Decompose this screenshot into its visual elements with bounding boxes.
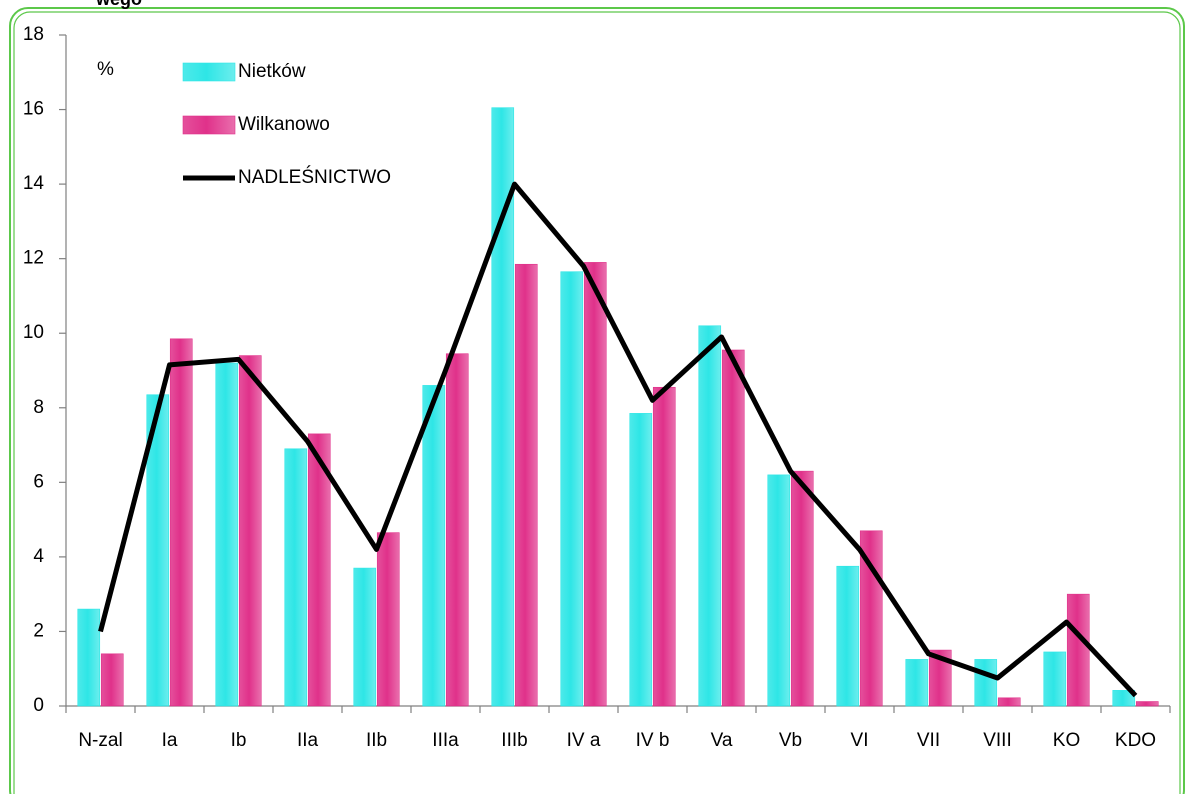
bar <box>146 394 170 707</box>
bar <box>100 653 124 707</box>
x-tick-label: IIb <box>366 730 387 751</box>
x-tick-label: Ia <box>162 730 178 751</box>
x-tick-label: Ib <box>231 730 247 751</box>
x-tick-label: KO <box>1053 730 1080 751</box>
frame-inner <box>13 11 1181 794</box>
legend-label: Wilkanowo <box>238 114 330 135</box>
bar <box>77 608 101 707</box>
y-tick-label: 2 <box>33 620 44 641</box>
bar <box>698 325 722 707</box>
bar <box>376 532 400 707</box>
legend-label: Nietków <box>238 61 306 82</box>
bar <box>652 386 676 707</box>
y-tick-label: 8 <box>33 397 44 418</box>
bar <box>353 567 377 707</box>
x-tick-label: VII <box>917 730 940 751</box>
frame <box>9 7 1185 794</box>
bar <box>422 385 446 707</box>
bar <box>1066 593 1090 707</box>
y-tick-label: 6 <box>33 471 44 492</box>
bar <box>928 649 952 707</box>
bar <box>560 271 584 707</box>
x-tick-label: IIIb <box>501 730 527 751</box>
x-tick-label: IIIa <box>432 730 459 751</box>
bar <box>997 697 1021 707</box>
bar <box>767 474 791 707</box>
x-tick-label: N-zal <box>78 730 122 751</box>
x-tick-label: IV a <box>567 730 601 751</box>
x-tick-label: Va <box>711 730 733 751</box>
y-tick-label: 10 <box>23 322 44 343</box>
x-tick-label: Vb <box>779 730 802 751</box>
y-tick-label: 0 <box>33 695 44 716</box>
bar <box>307 433 331 707</box>
bar <box>215 362 239 707</box>
bar <box>721 349 745 707</box>
y-tick-label: 12 <box>23 248 44 269</box>
x-tick-label: KDO <box>1115 730 1156 751</box>
bar <box>905 659 929 707</box>
x-tick-label: VI <box>851 730 869 751</box>
bar <box>1043 651 1067 707</box>
legend-label: NADLEŚNICTWO <box>238 166 391 188</box>
bar <box>1135 701 1159 707</box>
legend-swatch <box>182 115 236 135</box>
bar <box>238 355 262 707</box>
bar <box>445 353 469 707</box>
bar <box>836 565 860 707</box>
line <box>98 181 1138 698</box>
bar <box>169 338 193 707</box>
bar <box>790 470 814 707</box>
y-tick-label: 18 <box>23 24 44 45</box>
x-tick-label: IV b <box>636 730 670 751</box>
y-tick-label: 16 <box>23 99 44 120</box>
x-tick-label: IIa <box>297 730 319 751</box>
bar <box>514 263 538 707</box>
bar <box>629 413 653 707</box>
chart-title: wego <box>95 0 142 9</box>
bar <box>284 448 308 707</box>
y-tick-label: 14 <box>23 173 45 194</box>
x-tick-label: VIII <box>983 730 1012 751</box>
legend-swatch <box>182 62 236 82</box>
bar <box>491 107 515 707</box>
y-axis-label: % <box>97 59 114 80</box>
bar <box>974 659 998 707</box>
bar <box>583 262 607 707</box>
y-tick-label: 4 <box>33 546 44 567</box>
bar <box>1112 690 1136 707</box>
